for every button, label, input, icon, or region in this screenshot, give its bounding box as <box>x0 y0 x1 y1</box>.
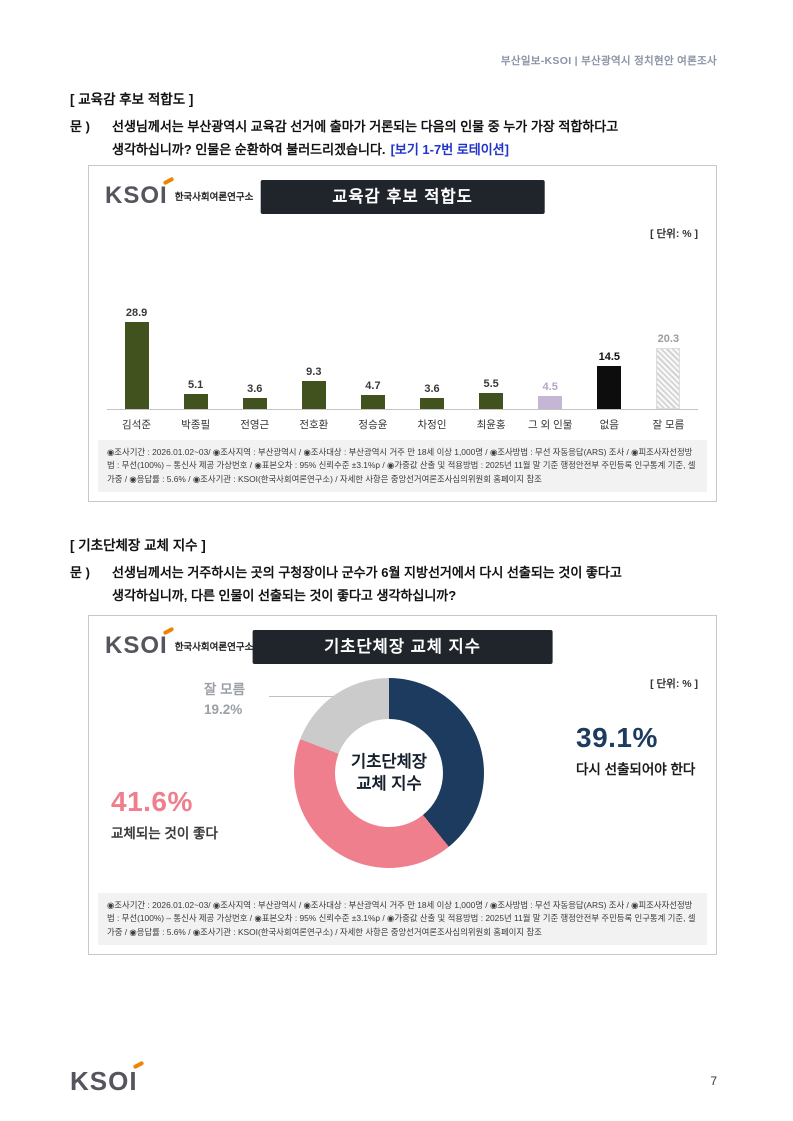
bar-value-label: 4.5 <box>542 380 558 393</box>
bar-group: 5.5 최윤홍 <box>461 252 521 432</box>
bar-value-label: 3.6 <box>247 383 263 396</box>
bar-category-label: 박종필 <box>181 419 211 431</box>
callout-reelect-value: 39.1% <box>576 722 658 753</box>
ksoi-logo-subtext: 한국사회여론연구소 <box>174 642 254 653</box>
bar-category-label: 정승윤 <box>358 419 388 431</box>
bar <box>597 365 622 409</box>
callout-dontknow-value: 19.2% <box>204 702 243 718</box>
bar-group: 4.7 정승윤 <box>343 252 403 432</box>
callout-replace: 41.6% 교체되는 것이 좋다 <box>111 786 218 842</box>
donut-chart-panel: KSOI 한국사회여론연구소 기초단체장 교체 지수 [ 단위: % ] 잘 모… <box>88 615 717 955</box>
bar-group: 20.3 잘 모름 <box>638 252 698 432</box>
chart1-title: 교육감 후보 적합도 <box>260 180 545 214</box>
ksoi-accent-icon <box>162 626 174 636</box>
bar-category-label: 잘 모름 <box>652 419 685 431</box>
bar <box>124 322 149 409</box>
bar-category-label: 전호환 <box>299 419 329 431</box>
bar <box>242 398 267 409</box>
callout-dontknow: 잘 모름 19.2% <box>204 680 245 721</box>
question2-prefix: 문 ) <box>70 565 90 580</box>
chart1-footnote: ◉조사기간 : 2026.01.02~03/ ◉조사지역 : 부산광역시 / ◉… <box>98 439 707 492</box>
section-superintendent: [ 교육감 후보 적합도 ] 문 ) 선생님께서는 부산광역시 교육감 선거에 출… <box>70 88 723 162</box>
section2-heading: [ 기초단체장 교체 지수 ] <box>70 538 206 553</box>
bar-group: 5.1 박종필 <box>166 252 226 432</box>
callout-dontknow-label: 잘 모름 <box>204 682 246 697</box>
bar-category-label: 전영근 <box>240 419 270 431</box>
rotation-note: [보기 1-7번 로테이션] <box>390 141 509 157</box>
section-replacement-index: [ 기초단체장 교체 지수 ] 문 ) 선생님께서는 거주하시는 곳의 구청장이나… <box>70 534 723 608</box>
donut-center-line1: 기초단체장 <box>351 752 427 771</box>
donut-center-line2: 교체 지수 <box>356 775 422 793</box>
bar-group: 14.5 없음 <box>579 252 639 432</box>
bar-category-label: 김석준 <box>122 419 152 431</box>
page-number: 7 <box>710 1074 717 1088</box>
doc-header: 부산일보-KSOI | 부산광역시 정치현안 여론조사 <box>500 55 717 67</box>
ksoi-logo-subtext: 한국사회여론연구소 <box>174 192 254 203</box>
bar-value-label: 14.5 <box>598 350 620 363</box>
ksoi-accent-icon <box>132 1060 144 1070</box>
bar-value-label: 3.6 <box>424 383 440 396</box>
callout-replace-label: 교체되는 것이 좋다 <box>111 826 218 841</box>
bar-value-label: 28.9 <box>125 307 148 320</box>
ksoi-logo-text: KSOI <box>105 632 168 659</box>
bar <box>479 392 504 409</box>
bar-value-label: 5.5 <box>483 377 499 390</box>
bar-category-label: 그 외 인물 <box>527 419 573 431</box>
bar <box>538 395 563 409</box>
ksoi-logo: KSOI 한국사회여론연구소 <box>105 626 254 660</box>
bar-group: 3.6 전영근 <box>225 252 285 432</box>
callout-reelect-label: 다시 선출되어야 한다 <box>576 762 696 777</box>
donut-hole: 기초단체장 교체 지수 <box>335 719 443 827</box>
bar <box>301 381 326 409</box>
question2-line2: 생각하십니까, 다른 인물이 선출되는 것이 좋다고 생각하십니까? <box>112 587 457 603</box>
chart1-unit-label: [ 단위: % ] <box>650 228 698 240</box>
ksoi-logo: KSOI 한국사회여론연구소 <box>105 176 254 210</box>
section1-heading: [ 교육감 후보 적합도 ] <box>70 92 194 107</box>
bar <box>183 393 208 409</box>
bar-category-label: 차정인 <box>417 419 447 431</box>
ksoi-logo-text: KSOI <box>105 182 168 209</box>
bar-chart-panel: KSOI 한국사회여론연구소 교육감 후보 적합도 [ 단위: % ] 28.9… <box>88 165 717 502</box>
bar-value-label: 4.7 <box>365 379 381 392</box>
ksoi-logo-text: KSOI <box>70 1066 138 1096</box>
chart2-unit-label: [ 단위: % ] <box>650 678 698 690</box>
bar-group: 3.6 차정인 <box>402 252 462 432</box>
bar-group: 28.9 김석준 <box>107 252 167 432</box>
question1-line2: 생각하십니까? 인물은 순환하여 불러드리겠습니다. <box>112 141 386 157</box>
callout-reelect: 39.1% 다시 선출되어야 한다 <box>576 722 695 778</box>
bar-group: 9.3 전호환 <box>284 252 344 432</box>
ksoi-accent-icon <box>162 176 174 186</box>
question1-prefix: 문 ) <box>70 119 90 134</box>
donut-center-label: 기초단체장 교체 지수 <box>351 751 427 796</box>
chart2-title: 기초단체장 교체 지수 <box>252 630 553 664</box>
bar-category-label: 없음 <box>599 419 619 431</box>
bar <box>360 394 385 409</box>
bar-group: 4.5 그 외 인물 <box>520 252 580 432</box>
footer-ksoi-logo: KSOI <box>70 1060 144 1097</box>
bar <box>656 348 681 409</box>
question1-line1: 선생님께서는 부산광역시 교육감 선거에 출마가 거론되는 다음의 인물 중 누… <box>112 119 619 134</box>
donut-chart: 기초단체장 교체 지수 <box>294 678 484 868</box>
bar-value-label: 9.3 <box>306 366 322 379</box>
bar-plot: 28.9 김석준 5.1 박종필 3.6 전영근 9.3 전호환 4.7 정승윤 3.6 차정인 5.5… <box>107 252 698 432</box>
bar-value-label: 20.3 <box>657 333 680 346</box>
question2-line1: 선생님께서는 거주하시는 곳의 구청장이나 군수가 6월 지방선거에서 다시 선… <box>112 565 622 580</box>
chart2-footnote: ◉조사기간 : 2026.01.02~03/ ◉조사지역 : 부산광역시 / ◉… <box>98 892 707 945</box>
callout-replace-value: 41.6% <box>111 786 193 817</box>
bar <box>420 398 445 409</box>
bar-category-label: 최윤홍 <box>476 419 506 431</box>
bar-value-label: 5.1 <box>187 378 204 391</box>
